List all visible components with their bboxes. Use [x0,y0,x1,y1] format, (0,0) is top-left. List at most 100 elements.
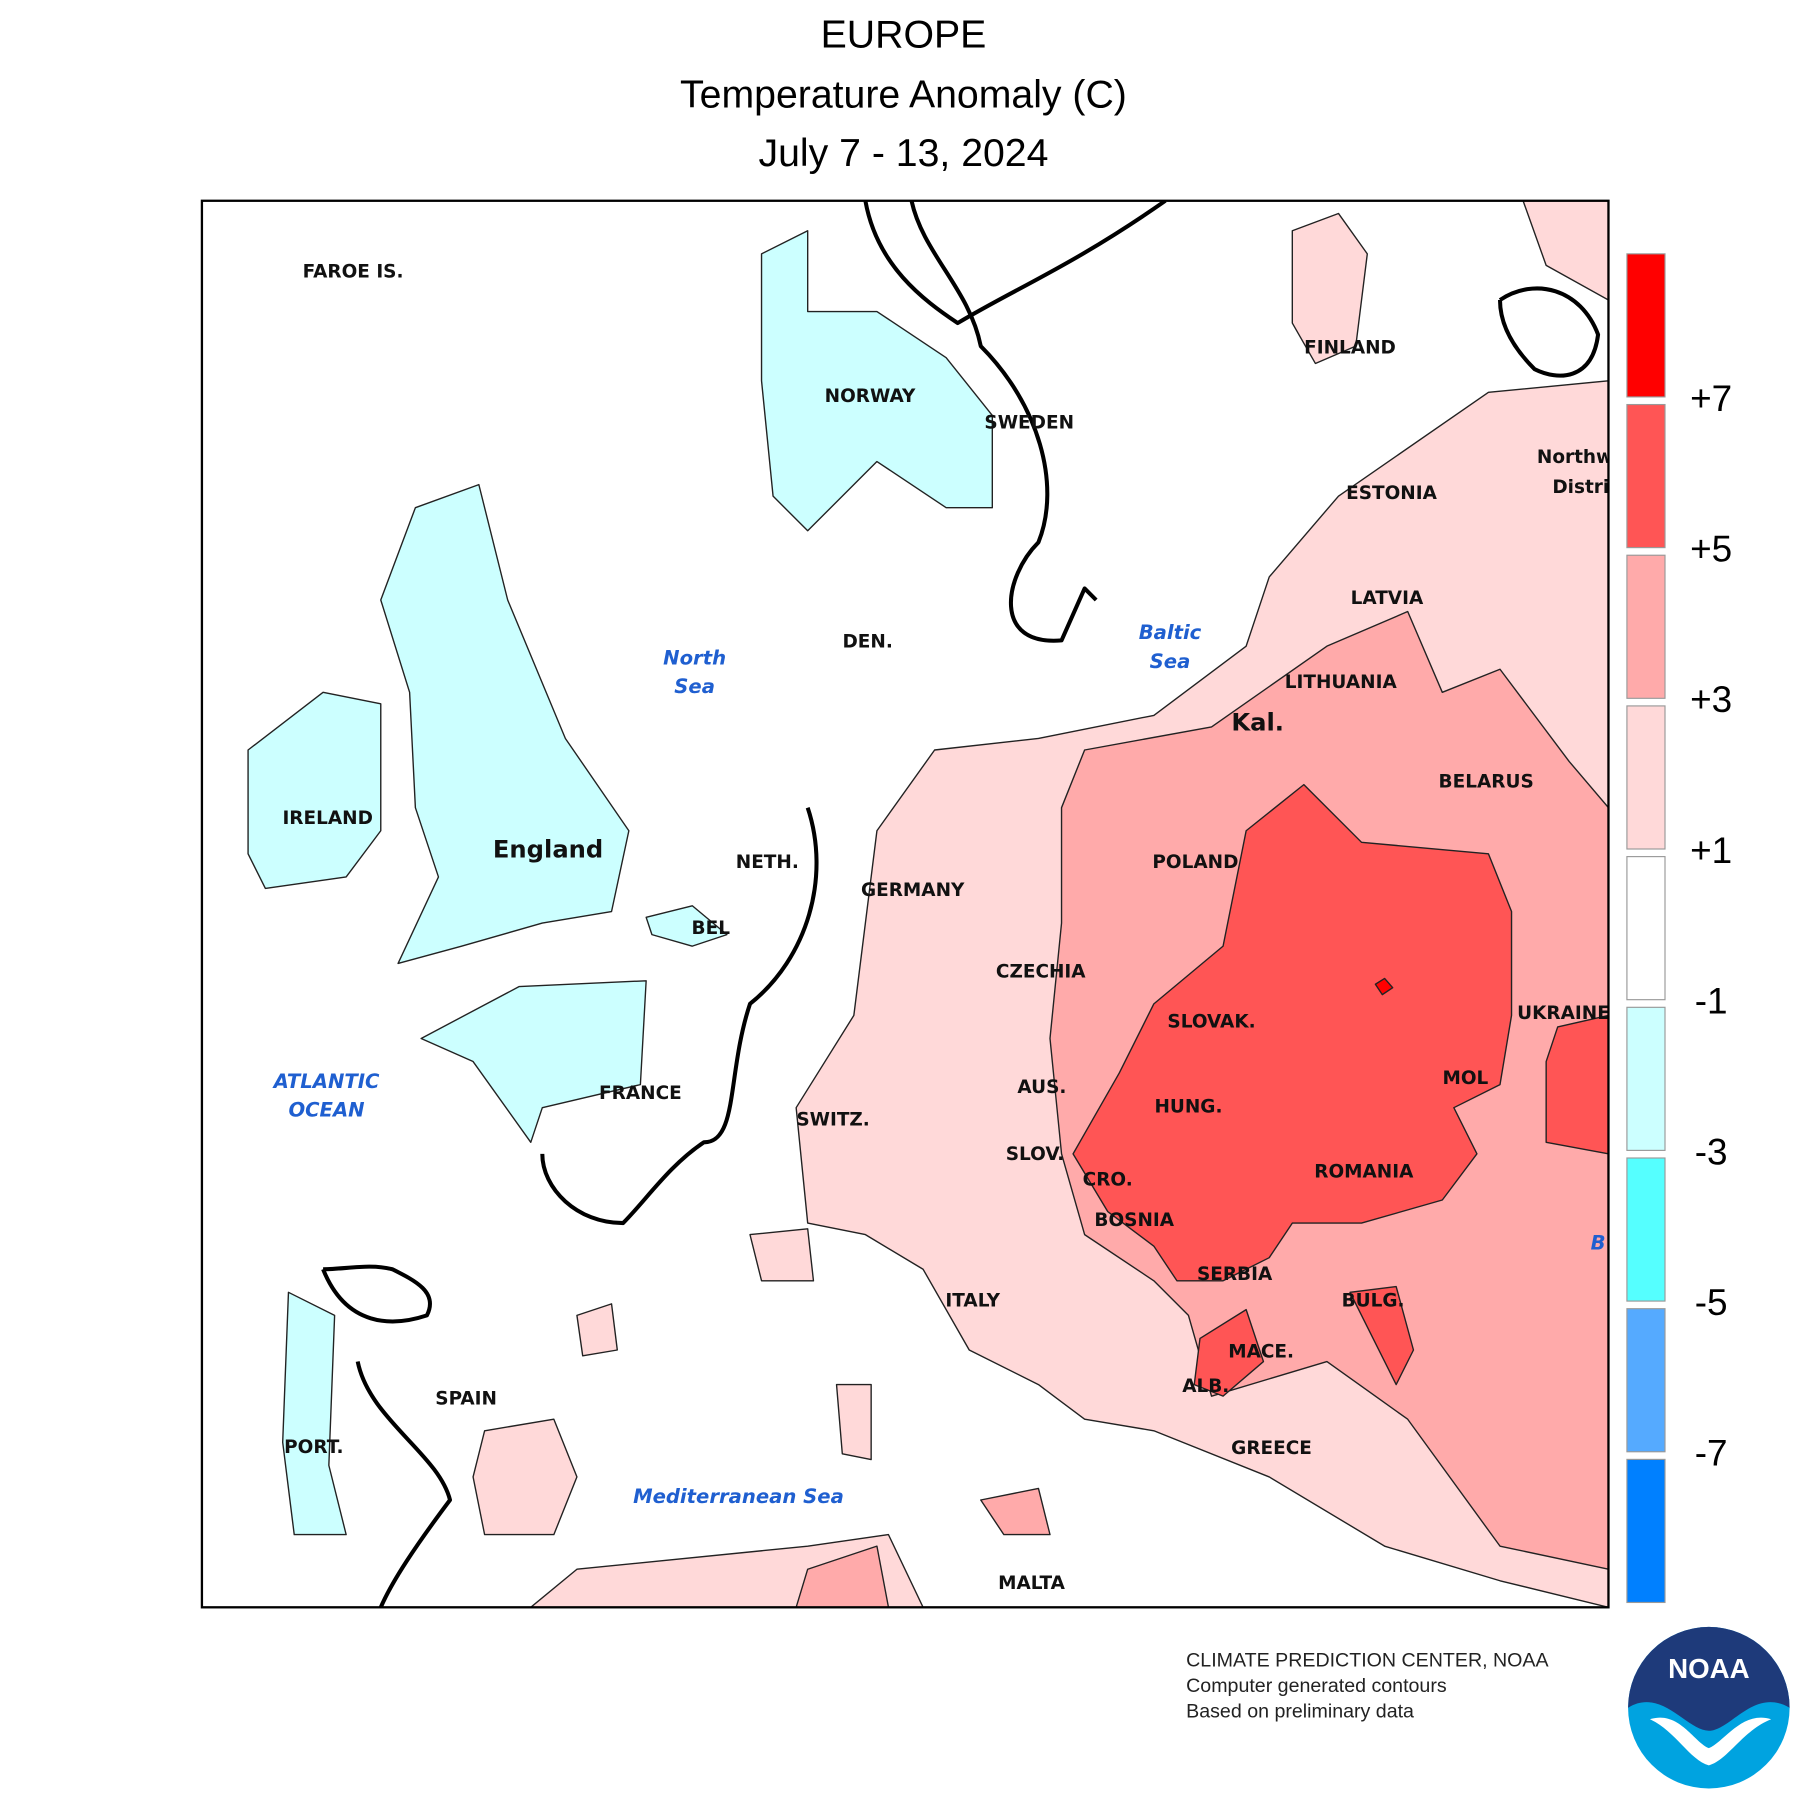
place-label: NETH. [736,852,799,873]
place-label: SLOVAK. [1167,1011,1255,1032]
place-label: NORWAY [825,386,916,407]
place-label: BEL [692,918,731,939]
water-label: B [1591,1231,1606,1254]
water-label: Sea [674,675,715,698]
anomaly-area [472,1418,578,1536]
anomaly-area [1374,977,1394,996]
anomaly-area [1349,1285,1415,1386]
place-label: LATVIA [1351,588,1424,609]
anomaly-area [420,980,647,1143]
legend-tick-label: +1 [1690,830,1732,871]
place-label: UKRAINE [1517,1003,1610,1024]
place-label: BOSNIA [1094,1210,1174,1231]
place-label: FRANCE [599,1083,682,1104]
legend-swatch [1626,856,1666,1001]
legend-tick-label: -1 [1695,981,1728,1022]
legend-swatch [1626,1458,1666,1604]
anomaly-area [1072,783,1513,1282]
anomaly-area [760,230,993,532]
subtitle: Temperature Anomaly (C) [680,72,1127,116]
place-label: GREECE [1231,1438,1312,1459]
water-label: North [663,646,726,669]
anomaly-area [1545,1014,1609,1155]
legend-swatch [1626,1308,1666,1453]
anomaly-area [749,1228,815,1282]
anomaly-area [980,1487,1051,1536]
place-label: MALTA [998,1573,1066,1594]
anomaly-area [835,1383,872,1461]
place-label: ESTONIA [1346,483,1437,504]
water-label: OCEAN [289,1099,365,1122]
place-label: Northw [1537,447,1613,468]
water-label: Sea [1150,650,1191,673]
footer: CLIMATE PREDICTION CENTER, NOAA Computer … [1186,1650,1549,1723]
place-label: SPAIN [435,1389,497,1410]
place-label: BELARUS [1439,771,1534,792]
place-label: LITHUANIA [1285,672,1398,693]
legend-tick-label: +5 [1690,529,1732,570]
anomaly-area [247,691,382,890]
place-label: Kal. [1231,708,1284,736]
place-label: GERMANY [861,880,965,901]
place-label: DEN. [842,632,892,653]
place-label: ALB. [1182,1376,1229,1397]
logo-bird [1650,1717,1772,1766]
water-label: Baltic [1139,621,1202,644]
place-label: SWITZ. [796,1109,870,1130]
anomaly-area [1291,212,1368,365]
place-label: MOL [1442,1068,1488,1089]
place-label: BULG. [1342,1291,1405,1312]
water-label: ATLANTIC [272,1070,380,1093]
footer-line: Based on preliminary data [1186,1700,1414,1722]
legend-swatch [1626,1006,1666,1151]
place-label: FINLAND [1304,337,1396,358]
place-label: SWEDEN [984,412,1074,433]
legend: +7 +5 +3 +1 -1 -3 -5 -7 [1626,253,1732,1604]
legend-tick-label: -3 [1695,1131,1728,1172]
place-label: England [493,835,603,863]
legend-swatch [1626,1157,1666,1302]
zero-contour [863,200,1167,326]
legend-tick-label: +7 [1690,378,1732,419]
zero-contour [1497,286,1601,378]
logo-top [1628,1626,1790,1731]
zero-contour [909,200,1098,643]
place-label: CZECHIA [996,962,1086,983]
anomaly-area [1193,1308,1265,1397]
place-label: SERBIA [1197,1264,1273,1285]
water-label: Mediterranean Sea [633,1485,844,1508]
legend-tick-label: -7 [1695,1433,1728,1474]
legend-swatch [1626,554,1666,699]
anomaly-area [380,483,630,965]
legend-tick-label: +3 [1690,679,1732,720]
date-range: July 7 - 13, 2024 [758,131,1048,175]
anomaly-area [282,1291,347,1536]
place-label: FAROE IS. [303,261,404,282]
place-label: ITALY [945,1291,1000,1312]
map-frame [200,199,1610,1609]
place-label: POLAND [1152,852,1238,873]
legend-swatch [1626,705,1666,850]
anomaly-area [795,1545,890,1608]
place-label: CRO. [1083,1169,1133,1190]
noaa-logo: NOAA [1628,1626,1790,1789]
zero-contour [321,1264,432,1324]
zero-contour [540,807,819,1226]
place-label: SLOV. [1006,1144,1065,1165]
anomaly-area [1522,200,1609,301]
footer-line: Computer generated contours [1186,1675,1447,1697]
place-label: AUS. [1017,1077,1066,1098]
place-label: Distri [1552,477,1609,498]
zero-contour [355,1361,453,1608]
legend-tick-label: -5 [1695,1282,1728,1323]
anomaly-area [576,1303,618,1357]
footer-line: CLIMATE PREDICTION CENTER, NOAA [1186,1650,1549,1672]
place-label: HUNG. [1154,1097,1222,1118]
legend-swatch [1626,253,1666,398]
legend-swatch [1626,403,1666,549]
place-label: PORT. [284,1437,343,1458]
logo-text: NOAA [1668,1653,1750,1684]
place-label: ROMANIA [1314,1161,1414,1182]
